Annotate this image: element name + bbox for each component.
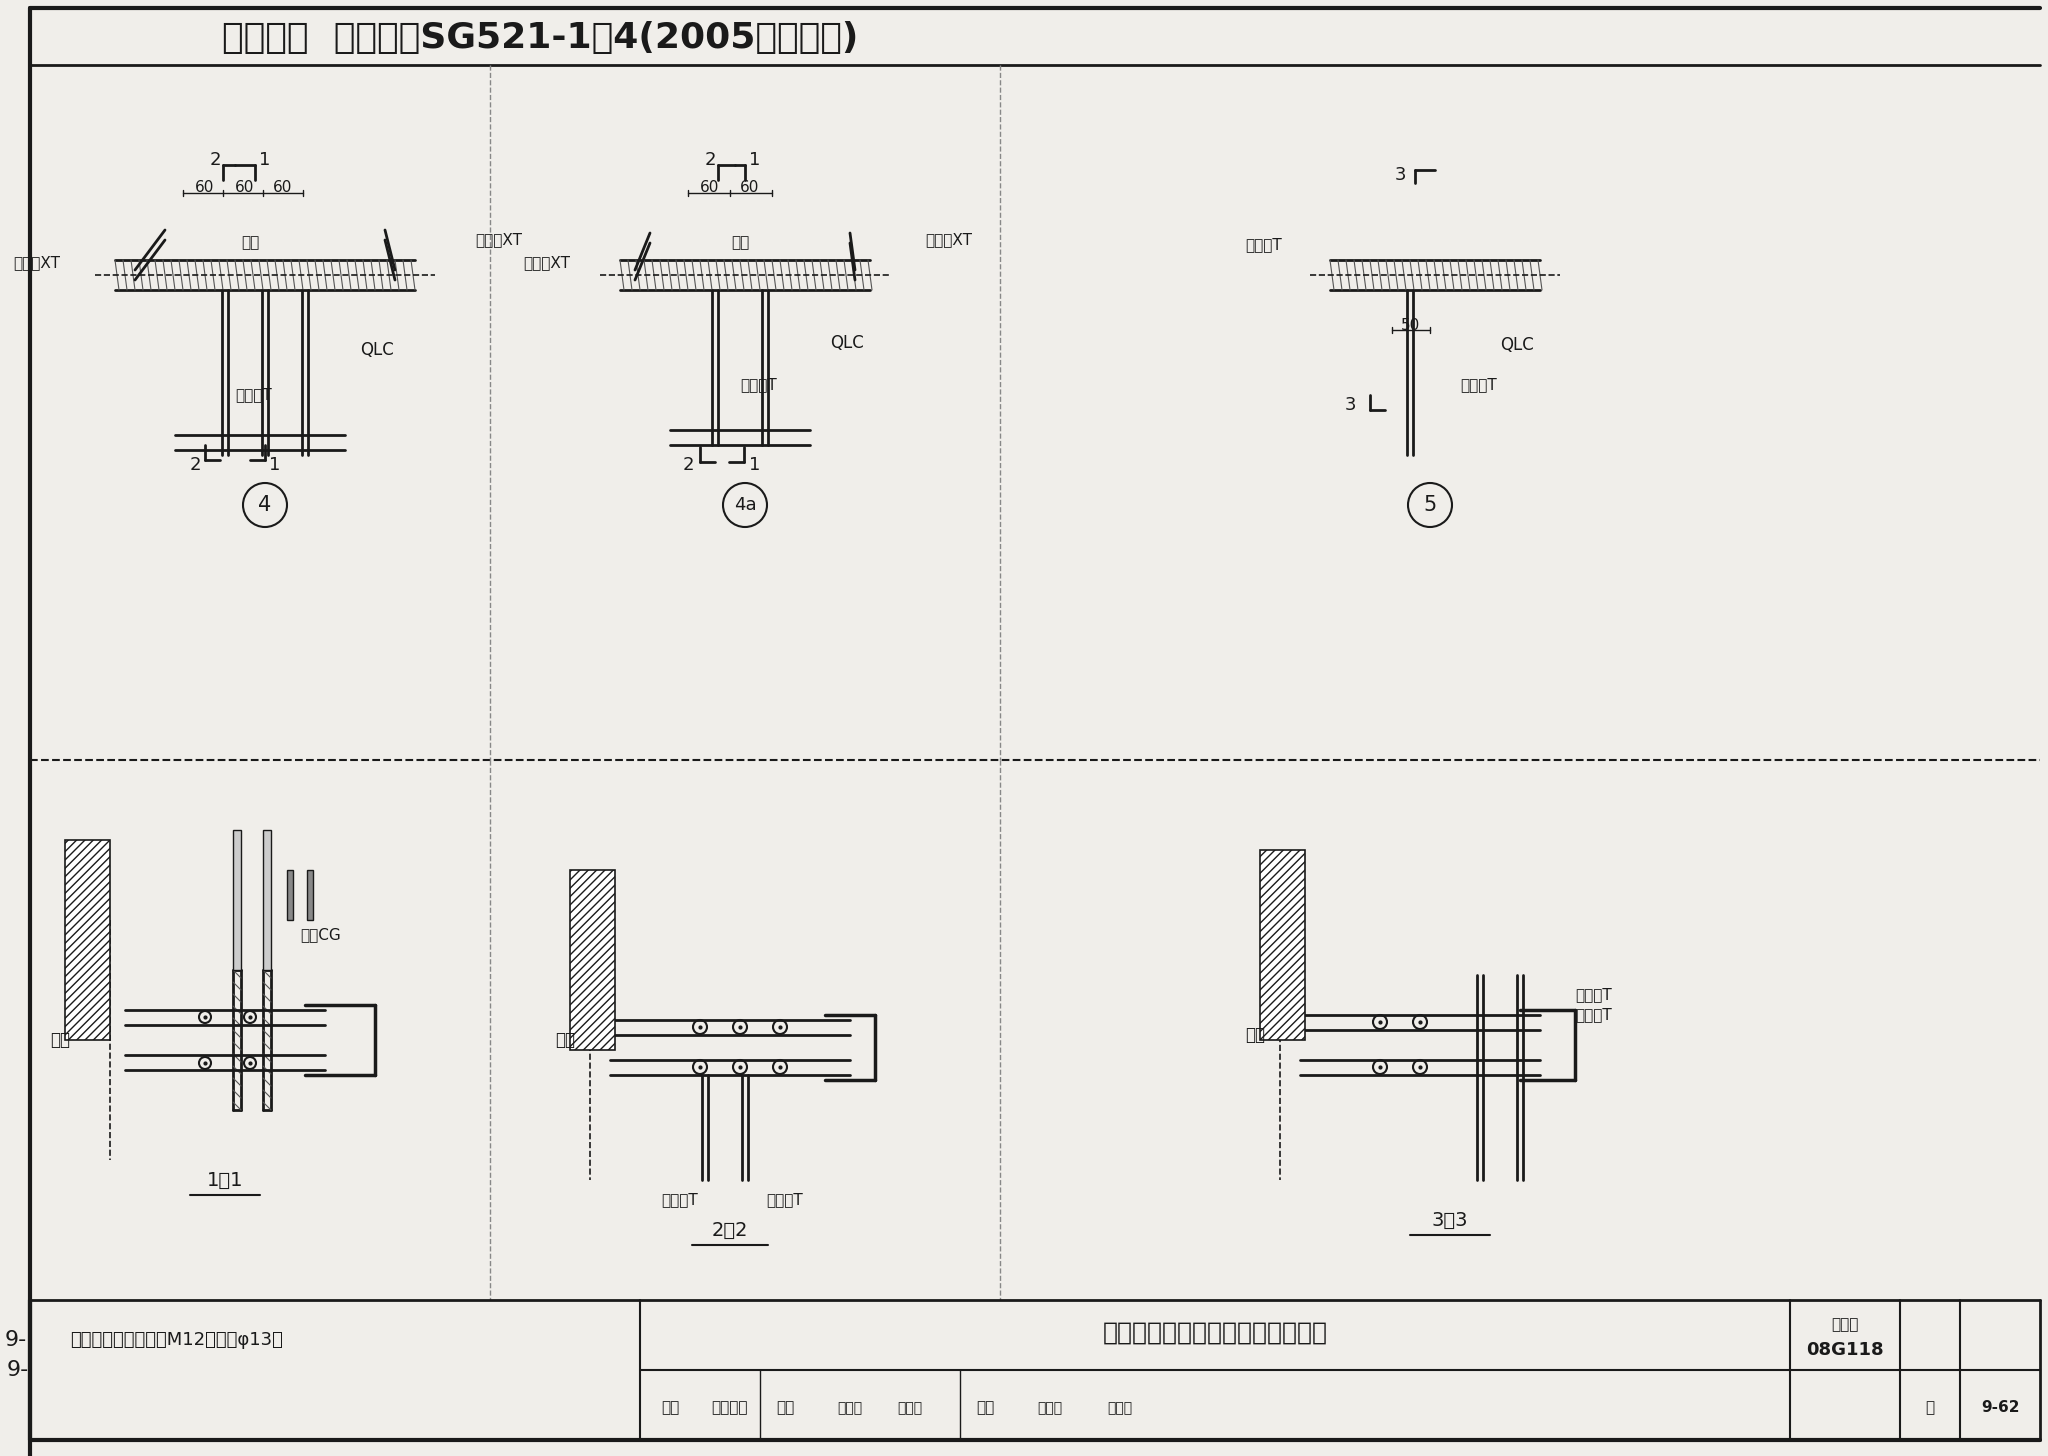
Text: 撑杆: 撑杆 — [731, 236, 750, 250]
Text: 斜拉条XT: 斜拉条XT — [522, 255, 569, 271]
Text: 《钢檩条  钢墙梁》SG521-1～4(2005年合订本): 《钢檩条 钢墙梁》SG521-1～4(2005年合订本) — [221, 20, 858, 55]
Text: 设计: 设计 — [977, 1401, 993, 1415]
Text: 60: 60 — [272, 179, 293, 195]
Text: 沙志国: 沙志国 — [1038, 1401, 1063, 1415]
Text: 2: 2 — [682, 456, 694, 475]
Text: 1－1: 1－1 — [207, 1171, 244, 1190]
Text: 沙卫国: 沙卫国 — [1108, 1401, 1133, 1415]
Text: 斜拉条XT: 斜拉条XT — [926, 233, 973, 248]
Text: 4a: 4a — [733, 496, 756, 514]
Text: 60: 60 — [195, 179, 215, 195]
Text: 2: 2 — [188, 456, 201, 475]
Text: 校对: 校对 — [776, 1401, 795, 1415]
Text: 60: 60 — [700, 179, 719, 195]
Text: 08G118: 08G118 — [1806, 1341, 1884, 1358]
Text: 1: 1 — [750, 151, 760, 169]
Text: 斜拉条XT: 斜拉条XT — [475, 233, 522, 248]
Text: 1: 1 — [260, 151, 270, 169]
Text: 直拉条T: 直拉条T — [1575, 1008, 1612, 1022]
Bar — [66, 840, 111, 1040]
Text: 直拉条T: 直拉条T — [1245, 237, 1282, 252]
Text: 60: 60 — [236, 179, 254, 195]
Bar — [1260, 850, 1305, 1040]
Text: 冷弯薄壁卷边槽钢墙梁安装节点图: 冷弯薄壁卷边槽钢墙梁安装节点图 — [1102, 1321, 1327, 1345]
Bar — [569, 871, 614, 1050]
Text: 直拉条T: 直拉条T — [662, 1192, 698, 1207]
Text: 墙板: 墙板 — [1245, 1026, 1266, 1044]
Text: 图集号: 图集号 — [1831, 1318, 1860, 1332]
Text: 9-: 9- — [4, 1329, 27, 1350]
Text: 直拉条T: 直拉条T — [1575, 987, 1612, 1003]
Text: 3: 3 — [1343, 396, 1356, 414]
Text: 5: 5 — [1423, 495, 1436, 515]
Text: 乃孟迅: 乃孟迅 — [897, 1401, 922, 1415]
Text: 页: 页 — [1925, 1401, 1935, 1415]
Text: 2－2: 2－2 — [713, 1220, 748, 1239]
Bar — [307, 871, 313, 920]
Text: 墙板: 墙板 — [555, 1031, 575, 1048]
Text: QLC: QLC — [829, 333, 864, 352]
Text: 墙板: 墙板 — [49, 1031, 70, 1048]
Text: 9-62: 9-62 — [1980, 1401, 2019, 1415]
Text: 2: 2 — [705, 151, 715, 169]
Text: 9-: 9- — [6, 1360, 29, 1380]
Text: 3: 3 — [1395, 166, 1405, 183]
Text: シひ一授: シひ一授 — [713, 1401, 748, 1415]
Text: QLC: QLC — [1499, 336, 1534, 354]
Text: 60: 60 — [739, 179, 760, 195]
Text: 直拉条T: 直拉条T — [739, 377, 776, 393]
Text: 1: 1 — [750, 456, 760, 475]
Bar — [262, 830, 270, 970]
Text: 4: 4 — [258, 495, 272, 515]
Bar — [287, 871, 293, 920]
Text: 50: 50 — [1401, 317, 1419, 332]
Text: 直拉条T: 直拉条T — [766, 1192, 803, 1207]
Text: 撑杆: 撑杆 — [242, 236, 260, 250]
Text: 斜拉条XT: 斜拉条XT — [12, 255, 59, 271]
Text: 直拉条T: 直拉条T — [236, 387, 272, 402]
Text: 撑杆CG: 撑杆CG — [299, 927, 340, 942]
Text: 直拉条T: 直拉条T — [1460, 377, 1497, 393]
Text: QLC: QLC — [360, 341, 393, 360]
Text: 吴燕燕: 吴燕燕 — [838, 1401, 862, 1415]
Bar — [233, 830, 242, 970]
Text: 1: 1 — [270, 456, 281, 475]
Text: 3－3: 3－3 — [1432, 1210, 1468, 1229]
Text: 2: 2 — [209, 151, 221, 169]
Text: 审核: 审核 — [662, 1401, 680, 1415]
Text: 注：未注明的螺栓为M12，孔为φ13。: 注：未注明的螺栓为M12，孔为φ13。 — [70, 1331, 283, 1350]
